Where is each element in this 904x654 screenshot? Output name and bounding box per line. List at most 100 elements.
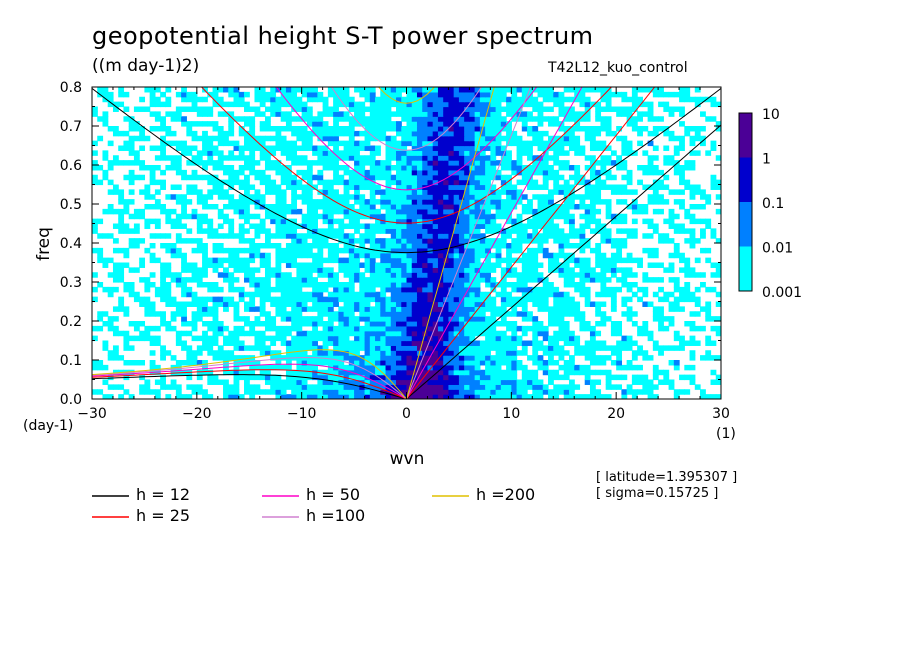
power-cell <box>338 364 345 371</box>
power-cell <box>474 291 481 298</box>
power-cell <box>317 286 324 293</box>
power-cell <box>301 262 308 268</box>
power-cell <box>705 116 712 122</box>
power-cell <box>568 213 575 220</box>
power-cell <box>359 208 366 215</box>
power-cell <box>139 321 146 327</box>
power-cell <box>270 126 277 132</box>
power-cell <box>485 282 491 288</box>
power-cell <box>107 179 114 186</box>
power-cell <box>390 301 397 307</box>
power-cell <box>207 174 214 181</box>
power-cell <box>658 179 664 186</box>
power-cell <box>291 179 298 186</box>
power-cell <box>443 247 450 254</box>
power-cell <box>506 160 512 166</box>
power-cell <box>500 165 507 171</box>
power-cell <box>238 179 245 186</box>
power-cell <box>333 228 339 234</box>
power-cell <box>479 189 486 195</box>
power-cell <box>422 199 429 205</box>
power-cell <box>359 238 366 244</box>
power-cell <box>453 282 460 288</box>
power-cell <box>490 252 497 259</box>
power-cell <box>175 184 182 190</box>
power-cell <box>133 321 140 327</box>
power-cell <box>249 306 256 312</box>
power-cell <box>437 286 444 293</box>
power-cell <box>647 330 654 337</box>
power-cell <box>527 233 533 239</box>
power-cell <box>327 291 334 298</box>
power-cell <box>553 267 560 273</box>
power-cell <box>369 282 376 288</box>
power-cell <box>668 218 675 225</box>
power-cell <box>312 345 318 351</box>
power-cell <box>327 369 334 376</box>
power-cell <box>537 218 544 225</box>
power-cell <box>207 379 214 385</box>
power-cell <box>154 233 161 239</box>
power-cell <box>401 150 408 156</box>
power-cell <box>506 282 512 288</box>
power-cell <box>133 296 140 303</box>
power-cell <box>291 101 298 108</box>
power-cell <box>437 169 444 176</box>
power-cell <box>306 140 313 147</box>
power-cell <box>306 223 313 229</box>
power-cell <box>191 262 198 268</box>
power-cell <box>448 213 455 220</box>
power-cell <box>422 369 429 376</box>
power-cell <box>369 369 376 376</box>
power-cell <box>506 325 512 332</box>
power-cell <box>500 345 507 351</box>
power-cell <box>584 394 591 399</box>
power-cell <box>464 165 470 171</box>
power-cell <box>275 262 282 268</box>
power-cell <box>327 306 334 312</box>
power-cell <box>128 174 135 181</box>
power-cell <box>306 213 313 220</box>
power-cell <box>348 184 355 190</box>
power-cell <box>705 394 712 399</box>
power-cell <box>679 291 685 298</box>
power-cell <box>312 96 318 103</box>
power-cell <box>469 252 476 259</box>
power-cell <box>380 223 387 229</box>
power-cell <box>238 291 245 298</box>
power-cell <box>600 267 607 273</box>
power-cell <box>715 101 721 108</box>
power-cell <box>396 277 402 283</box>
power-cell <box>249 213 256 220</box>
power-cell <box>521 277 528 283</box>
power-cell <box>97 360 104 366</box>
power-cell <box>160 233 166 239</box>
power-cell <box>338 350 345 356</box>
power-cell <box>458 345 465 351</box>
power-cell <box>333 126 339 132</box>
power-cell <box>443 355 450 361</box>
power-cell <box>500 155 507 161</box>
power-cell <box>464 194 470 200</box>
power-cell <box>396 243 402 249</box>
power-cell <box>333 330 339 337</box>
power-cell <box>385 282 392 288</box>
power-cell <box>673 223 680 229</box>
power-cell <box>301 155 308 161</box>
power-cell <box>254 140 261 147</box>
power-cell <box>663 325 670 332</box>
power-cell <box>511 355 518 361</box>
power-cell <box>605 116 612 122</box>
power-cell <box>673 145 680 151</box>
power-cell <box>411 189 418 195</box>
power-cell <box>396 96 402 103</box>
power-cell <box>181 150 187 156</box>
power-cell <box>385 199 392 205</box>
power-cell <box>416 360 423 366</box>
power-cell <box>233 311 240 317</box>
power-cell <box>474 208 481 215</box>
power-cell <box>610 252 617 259</box>
power-cell <box>568 369 575 376</box>
power-cell <box>668 306 675 312</box>
power-cell <box>359 252 366 259</box>
